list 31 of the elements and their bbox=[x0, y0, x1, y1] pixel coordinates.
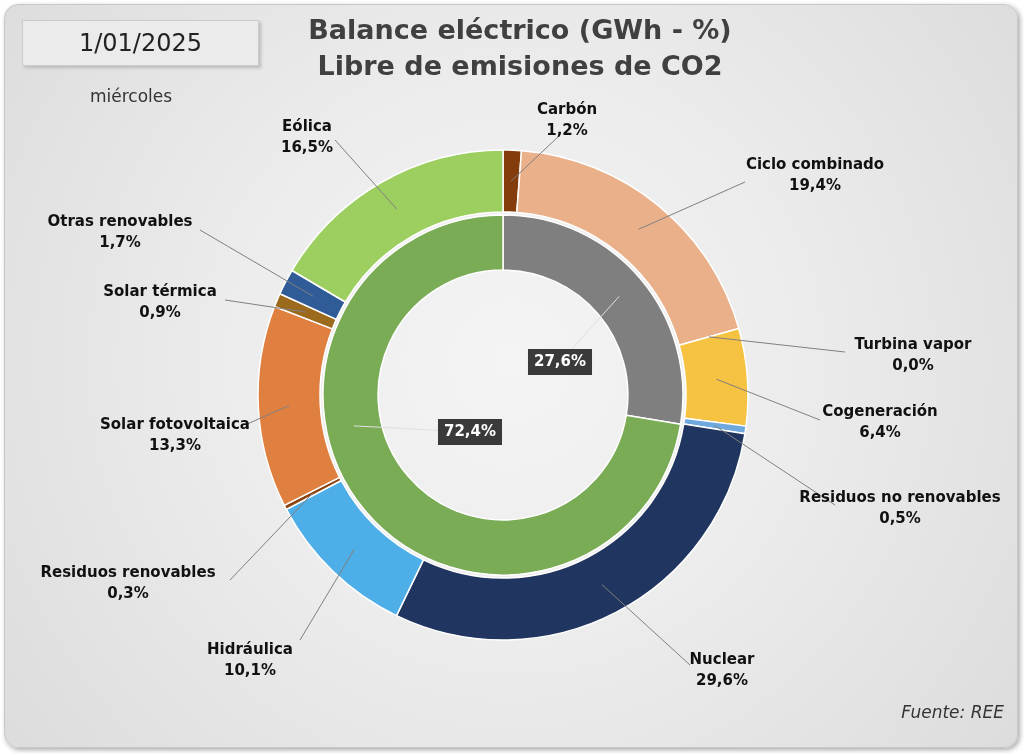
text: 0,0% bbox=[892, 355, 934, 374]
chart-subtitle: Libre de emisiones de CO2 bbox=[316, 49, 724, 83]
data-label: 16,5% bbox=[280, 137, 334, 156]
slice-label: Nuclear bbox=[689, 649, 756, 668]
slice-label: Residuos renovables bbox=[40, 562, 216, 581]
data-label: 72,4% bbox=[443, 421, 497, 440]
slice-label: Solar fotovoltaica bbox=[100, 414, 250, 433]
chart-title: Balance eléctrico (GWh - %) bbox=[307, 13, 733, 47]
data-label: 29,6% bbox=[695, 670, 749, 689]
slice-label: Cogeneración bbox=[822, 401, 938, 420]
data-label: 6,4% bbox=[859, 422, 901, 441]
data-label: 1,2% bbox=[546, 120, 588, 139]
slice-label: Eólica bbox=[282, 116, 332, 135]
data-label: 27,6% bbox=[533, 351, 587, 370]
slice-label: Hidráulica bbox=[207, 639, 293, 658]
text: 1/01/2025 bbox=[22, 20, 259, 66]
data-label: 13,3% bbox=[148, 435, 202, 454]
data-label: 0,9% bbox=[139, 302, 181, 321]
data-label: 0,5% bbox=[879, 508, 921, 527]
data-label: 10,1% bbox=[223, 660, 277, 679]
text: miércoles bbox=[90, 86, 173, 106]
slice-label: Otras renovables bbox=[47, 211, 193, 230]
slice-label: Residuos no renovables bbox=[799, 487, 1001, 506]
data-label: 0,3% bbox=[107, 583, 149, 602]
slice-label: Solar térmica bbox=[103, 281, 217, 300]
slice-label: Ciclo combinado bbox=[745, 154, 885, 173]
data-label: 1,7% bbox=[99, 232, 141, 251]
source-note: Fuente: REE bbox=[901, 702, 1004, 722]
data-label: 19,4% bbox=[788, 175, 842, 194]
category-label: Turbina vapor bbox=[854, 334, 972, 353]
slice-label: Carbón bbox=[536, 99, 598, 118]
